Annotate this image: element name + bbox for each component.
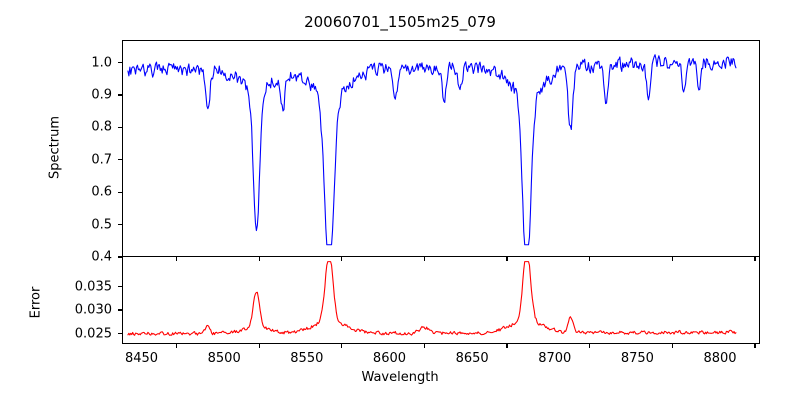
xtick-label-6: 8750 — [620, 351, 654, 366]
x-axis-label: Wavelength — [361, 370, 439, 385]
ytick-spectrum-0 — [118, 256, 122, 258]
xtick-spectrum-4 — [506, 257, 508, 261]
xtick-spectrum-2 — [341, 257, 343, 261]
xtick-error-4 — [506, 344, 508, 348]
spectrum-plot-area — [127, 54, 737, 246]
ytick-error-0 — [118, 332, 122, 335]
xtick-label-1: 8500 — [207, 351, 241, 366]
ytick-spectrum-3 — [118, 159, 122, 161]
ytick-label-spectrum-5: 0.9 — [91, 87, 112, 103]
ytick-label-spectrum-3: 0.7 — [91, 152, 112, 168]
xtick-label-7: 8800 — [703, 351, 737, 366]
xtick-spectrum-0 — [175, 257, 178, 261]
error-plot-area — [127, 261, 737, 336]
error-panel — [122, 256, 760, 344]
ytick-label-spectrum-1: 0.5 — [91, 217, 112, 233]
spectrum-data-line — [127, 54, 737, 246]
ytick-error-2 — [118, 285, 122, 288]
ytick-spectrum-5 — [118, 94, 122, 96]
xtick-label-4: 8650 — [455, 351, 489, 366]
ytick-spectrum-6 — [118, 62, 122, 64]
xtick-error-0 — [175, 344, 178, 348]
ytick-label-error-2: 0.035 — [74, 279, 112, 295]
ytick-spectrum-4 — [118, 126, 122, 129]
page-title: 20060701_1505m25_079 — [304, 13, 496, 31]
spectrum-panel — [122, 40, 760, 257]
xtick-error-3 — [423, 344, 426, 348]
xtick-label-3: 8600 — [372, 351, 407, 366]
ytick-label-spectrum-2: 0.6 — [91, 184, 112, 200]
xtick-label-0: 8450 — [124, 351, 159, 366]
xtick-spectrum-1 — [258, 257, 260, 261]
ytick-spectrum-2 — [118, 191, 122, 193]
error-data-line — [127, 261, 737, 336]
xtick-error-7 — [754, 344, 756, 348]
ytick-label-spectrum-6: 1.0 — [91, 55, 112, 71]
xtick-spectrum-3 — [423, 257, 426, 261]
xtick-error-5 — [589, 344, 591, 348]
xtick-label-5: 8700 — [538, 351, 572, 366]
xtick-label-2: 8550 — [290, 351, 324, 366]
xtick-spectrum-7 — [754, 257, 756, 261]
xtick-error-6 — [671, 344, 674, 348]
ytick-label-spectrum-0: 0.4 — [91, 249, 112, 265]
xtick-spectrum-6 — [671, 257, 674, 261]
ytick-label-spectrum-4: 0.8 — [91, 119, 112, 135]
xtick-spectrum-5 — [589, 257, 591, 261]
xtick-error-1 — [258, 344, 260, 348]
ytick-label-error-0: 0.025 — [74, 326, 112, 342]
ytick-label-error-1: 0.030 — [74, 302, 112, 318]
xtick-error-2 — [341, 344, 343, 348]
ytick-spectrum-1 — [118, 223, 122, 226]
ytick-error-1 — [118, 309, 122, 311]
y-axis-label-error: Error — [28, 286, 44, 319]
